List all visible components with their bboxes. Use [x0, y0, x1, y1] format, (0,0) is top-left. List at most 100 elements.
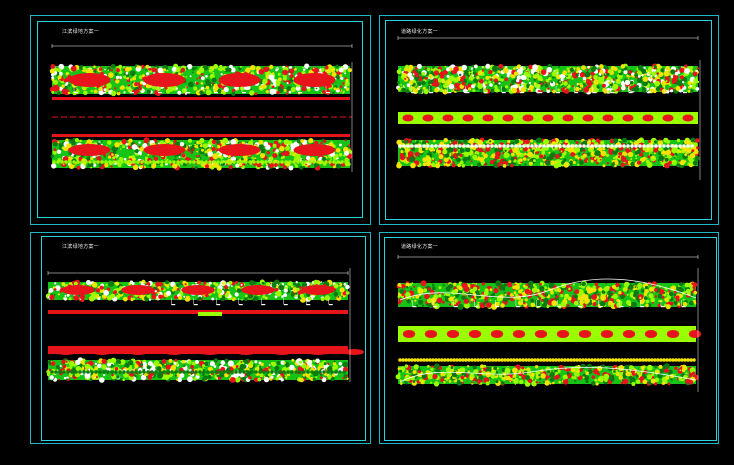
sheet1-bottom-strip-plant: [138, 145, 141, 148]
sheet3-bottom-strip-plant: [63, 376, 67, 380]
sheet2-bottom-strip-plant: [553, 162, 560, 169]
sheet3-bottom-strip-plant: [270, 375, 274, 379]
sheet1-top-strip-plant: [258, 69, 265, 75]
sheet4-bottom-strip-plant: [496, 367, 499, 370]
sheet1-bottom-strip-plant: [332, 165, 336, 169]
sheet1-bottom-strip-plant: [278, 139, 282, 143]
drawing-sheet-1[interactable]: 江滨绿地方案一: [30, 15, 371, 225]
sheet4-top-strip-plant: [492, 292, 496, 296]
drawing-sheet-2[interactable]: 道路绿化方案一: [379, 15, 719, 225]
sheet1-top-strip-plant: [61, 84, 65, 88]
sheet2-bottom-strip-plant: [527, 151, 533, 158]
sheet1-median-band: [52, 134, 350, 137]
sheet2-top-strip-plant: [575, 86, 580, 92]
sheet4-top-strip-plant: [397, 301, 401, 305]
sheet4-tree-row-tree: [467, 358, 471, 362]
sheet2-bottom-strip-plant: [584, 164, 587, 167]
sheet2-top-strip-plant: [471, 84, 475, 89]
sheet2-bottom-strip-plant: [664, 162, 670, 169]
sheet1-top-strip-plant: [219, 67, 223, 72]
sheet3-bottom-strip-plant: [56, 364, 61, 370]
sheet2-bottom-tree: [626, 144, 630, 148]
sheet3-bottom-strip-plant: [312, 359, 316, 362]
sheet4-top-strip-plant: [599, 301, 606, 307]
sheet1-top-strip-plant: [211, 82, 214, 84]
sheet4-top-strip-plant: [679, 282, 683, 287]
sheet2-top-strip-plant: [459, 73, 462, 77]
sheet3-bottom-strip-plant: [122, 378, 125, 382]
sheet3-bottom-strip-plant: [161, 359, 167, 364]
sheet1-bottom-strip-plant: [347, 162, 351, 166]
sheet1-top-strip-plant: [135, 89, 140, 94]
sheet2-bottom-strip-plant: [635, 157, 638, 160]
sheet4-top-strip-plant: [583, 294, 589, 300]
sheet4-top-strip-plant: [651, 301, 654, 304]
sheet1-top-strip-plant: [304, 63, 310, 69]
sheet4-bottom-strip-plant: [591, 381, 596, 386]
sheet3-bottom-strip-plant: [275, 377, 279, 381]
sheet1-bottom-tree: [188, 160, 192, 164]
sheet3-bottom-tree: [162, 370, 166, 374]
drawing-sheet-3[interactable]: 江滨绿地方案一: [30, 232, 371, 444]
sheet1-top-strip-plant: [270, 84, 273, 87]
sheet2-leader-tag: [483, 92, 488, 94]
sheet1-top-strip-plant: [108, 72, 114, 78]
sheet2-top-strip-plant: [494, 84, 498, 89]
sheet1-top-strip-plant: [185, 76, 188, 78]
sheet1-top-strip-plant: [250, 71, 255, 75]
sheet1-top-strip-plant: [93, 69, 97, 73]
sheet1-bottom-strip-plant: [339, 143, 342, 147]
sheet1-top-strip-plant: [213, 83, 218, 88]
sheet2-top-strip-plant: [641, 87, 648, 93]
sheet2-bottom-strip-plant: [499, 164, 502, 167]
sheet3-top-strip-plant: [274, 295, 278, 299]
sheet4-top-strip-plant: [673, 290, 677, 294]
sheet2-top-strip-plant: [520, 87, 527, 93]
sheet2-bottom-strip-plant: [648, 140, 651, 143]
sheet2-bottom-strip-plant: [651, 155, 655, 159]
sheet3-bottom-strip-plant: [83, 363, 86, 366]
sheet4-top-strip-plant: [684, 282, 690, 288]
sheet2-leader-tag: [519, 92, 524, 94]
sheet2-top-strip-plant: [444, 65, 447, 68]
sheet4-top-strip-plant: [399, 289, 405, 294]
sheet4-top-strip-plant: [566, 304, 570, 307]
sheet4-tree-row-tree: [620, 358, 624, 362]
sheet1-bottom-strip-plant: [300, 139, 304, 143]
sheet2-top-strip-plant: [522, 66, 527, 70]
sheet3-bottom-strip-plant: [94, 362, 98, 365]
sheet1-top-strip-plant: [103, 88, 107, 92]
sheet1-top-strip-plant: [102, 85, 105, 87]
sheet1-leader-tag: [242, 92, 246, 94]
sheet4-top-strip-plant: [504, 293, 507, 296]
sheet2-bottom-strip-plant: [606, 154, 609, 157]
sheet2-bottom-tree: [650, 144, 654, 148]
sheet3-bottom-tree: [266, 370, 270, 374]
sheet2-bottom-strip-plant: [514, 139, 520, 144]
sheet4-top-strip-plant: [616, 298, 620, 302]
sheet1-bottom-strip-plant: [265, 163, 268, 166]
sheet1-bottom-tree: [124, 160, 128, 164]
sheet3-bottom-strip-plant: [202, 364, 205, 368]
sheet1-top-strip-plant: [312, 67, 315, 70]
sheet3-bottom-tree: [142, 370, 146, 374]
sheet1-top-strip-plant: [136, 65, 140, 68]
sheet3-bottom-strip-plant: [153, 360, 160, 367]
sheet1-top-strip-plant: [338, 67, 344, 73]
sheet4-leader-tag: [412, 306, 417, 308]
sheet1-top-strip-plant: [114, 87, 117, 90]
sheet1-top-shrub-mass: [293, 73, 336, 87]
sheet2-bottom-strip-plant: [593, 148, 596, 151]
sheet4-tree-row-tree: [437, 358, 441, 362]
sheet4-bottom-strip-plant: [549, 377, 555, 382]
sheet2-bottom-strip-plant: [432, 139, 436, 143]
sheet4-top-strip-plant: [432, 286, 436, 291]
sheet2-bottom-strip-plant: [585, 158, 589, 161]
sheet4-top-strip-plant: [628, 284, 634, 290]
sheet4-top-strip-plant: [592, 302, 597, 307]
drawing-sheet-4[interactable]: 道路绿化方案一: [379, 232, 719, 444]
sheet4-tree-row-tree: [602, 358, 606, 362]
sheet2-bottom-strip-plant: [438, 154, 444, 160]
sheet1-top-strip-plant: [227, 67, 232, 72]
sheet4-top-strip-plant: [414, 299, 417, 302]
